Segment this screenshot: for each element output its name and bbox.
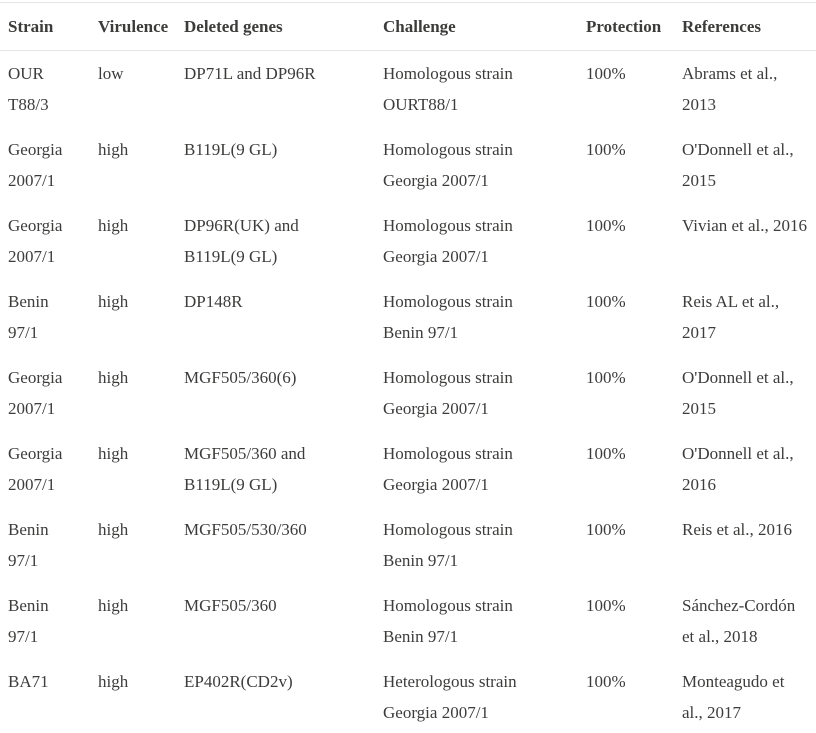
cell-deleted-genes: MGF505/360 and B119L(9 GL) [184, 444, 306, 494]
table-header: Strain Virulence Deleted genes Challenge… [0, 2, 816, 51]
cell-strain: BA71 [8, 672, 49, 691]
cell-strain: Georgia 2007/1 [8, 444, 63, 494]
cell-protection: 100% [586, 444, 626, 463]
table-row: Georgia 2007/1 high MGF505/360(6) Homolo… [0, 355, 816, 431]
cell-strain: Benin 97/1 [8, 292, 49, 342]
cell-challenge: Homologous strain Benin 97/1 [383, 520, 513, 570]
column-header-strain: Strain [0, 2, 98, 51]
header-row: Strain Virulence Deleted genes Challenge… [0, 2, 816, 51]
cell-virulence: high [98, 216, 129, 235]
cell-protection: 100% [586, 520, 626, 539]
cell-deleted-genes: MGF505/360(6) [184, 368, 297, 387]
column-header-virulence: Virulence [98, 2, 184, 51]
cell-references: O'Donnell et al., 2015 [682, 140, 794, 190]
table-row: Georgia 2007/1 high B119L(9 GL) Homologo… [0, 127, 816, 203]
cell-virulence: high [98, 292, 129, 311]
cell-deleted-genes: B119L(9 GL) [184, 140, 278, 159]
cell-challenge: Homologous strain Georgia 2007/1 [383, 368, 513, 418]
column-header-challenge: Challenge [383, 2, 586, 51]
table-row: OUR T88/3 low DP71L and DP96R Homologous… [0, 51, 816, 128]
cell-references: Abrams et al., 2013 [682, 64, 778, 114]
cell-strain: Georgia 2007/1 [8, 140, 63, 190]
cell-virulence: high [98, 140, 129, 159]
cell-strain: Benin 97/1 [8, 520, 49, 570]
cell-virulence: high [98, 368, 129, 387]
cell-protection: 100% [586, 596, 626, 615]
cell-references: O'Donnell et al., 2015 [682, 368, 794, 418]
cell-deleted-genes: DP96R(UK) and B119L(9 GL) [184, 216, 299, 266]
cell-challenge: Homologous strain Benin 97/1 [383, 596, 513, 646]
cell-deleted-genes: MGF505/360 [184, 596, 277, 615]
table-row: Benin 97/1 high MGF505/530/360 Homologou… [0, 507, 816, 583]
table-row: Georgia 2007/1 high MGF505/360 and B119L… [0, 431, 816, 507]
cell-virulence: high [98, 444, 129, 463]
cell-virulence: high [98, 672, 129, 691]
table-row: BA71 high EP402R(CD2v) Heterologous stra… [0, 659, 816, 733]
cell-virulence: high [98, 520, 129, 539]
cell-references: Reis AL et al., 2017 [682, 292, 780, 342]
cell-challenge: Homologous strain Georgia 2007/1 [383, 140, 513, 190]
cell-virulence: low [98, 64, 124, 83]
cell-strain: OUR T88/3 [8, 64, 49, 114]
cell-deleted-genes: DP71L and DP96R [184, 64, 316, 83]
cell-challenge: Homologous strain Georgia 2007/1 [383, 216, 513, 266]
column-header-protection: Protection [586, 2, 682, 51]
cell-strain: Georgia 2007/1 [8, 216, 63, 266]
cell-challenge: Homologous strain Benin 97/1 [383, 292, 513, 342]
cell-deleted-genes: DP148R [184, 292, 243, 311]
cell-deleted-genes: EP402R(CD2v) [184, 672, 293, 691]
table-row: Benin 97/1 high MGF505/360 Homologous st… [0, 583, 816, 659]
column-header-references: References [682, 2, 816, 51]
table-row: Benin 97/1 high DP148R Homologous strain… [0, 279, 816, 355]
cell-challenge: Homologous strain Georgia 2007/1 [383, 444, 513, 494]
table-body: OUR T88/3 low DP71L and DP96R Homologous… [0, 51, 816, 733]
cell-references: O'Donnell et al., 2016 [682, 444, 794, 494]
cell-references: Reis et al., 2016 [682, 520, 793, 539]
cell-protection: 100% [586, 140, 626, 159]
cell-strain: Benin 97/1 [8, 596, 49, 646]
cell-deleted-genes: MGF505/530/360 [184, 520, 307, 539]
cell-protection: 100% [586, 672, 626, 691]
cell-strain: Georgia 2007/1 [8, 368, 63, 418]
cell-references: Monteagudo et al., 2017 [682, 672, 785, 722]
cell-protection: 100% [586, 216, 626, 235]
cell-protection: 100% [586, 368, 626, 387]
cell-protection: 100% [586, 292, 626, 311]
table-row: Georgia 2007/1 high DP96R(UK) and B119L(… [0, 203, 816, 279]
cell-references: Vivian et al., 2016 [682, 216, 808, 235]
cell-challenge: Homologous strain OURT88/1 [383, 64, 513, 114]
cell-references: Sánchez-Cordón et al., 2018 [682, 596, 796, 646]
cell-protection: 100% [586, 64, 626, 83]
cell-virulence: high [98, 596, 129, 615]
cell-challenge: Heterologous strain Georgia 2007/1 [383, 672, 517, 722]
column-header-deleted-genes: Deleted genes [184, 2, 383, 51]
